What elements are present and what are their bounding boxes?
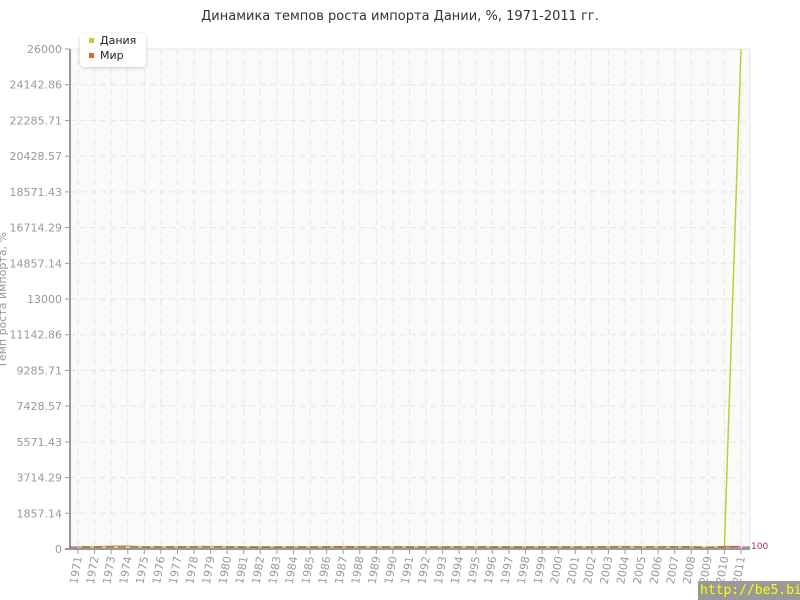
y-tick-label: 3714.29	[17, 472, 63, 485]
y-tick-label: 20428.57	[10, 150, 63, 163]
legend-swatch	[89, 38, 94, 43]
x-tick-label: 2008	[681, 555, 699, 585]
x-tick-label: 1982	[250, 555, 268, 585]
y-tick-label: 5571.43	[17, 436, 63, 449]
x-tick-label: 2001	[565, 555, 583, 585]
x-tick-label: 1996	[482, 555, 500, 585]
y-tick-label: 1857.14	[17, 507, 63, 520]
x-tick-label: 2011	[730, 555, 748, 585]
reference-line-label: 100	[751, 542, 768, 552]
x-tick-label: 1987	[332, 555, 350, 585]
x-tick-label: 2010	[714, 555, 732, 585]
chart-title: Динамика темпов роста импорта Дании, %, …	[201, 9, 599, 24]
x-tick-label: 1981	[233, 555, 251, 585]
y-tick-label: 7428.57	[17, 400, 63, 413]
x-tick-label: 1972	[84, 555, 102, 585]
legend-swatch	[89, 53, 94, 58]
x-tick-label: 2006	[647, 555, 665, 585]
x-tick-label: 1983	[266, 555, 284, 585]
y-tick-label: 9285.71	[17, 364, 63, 377]
x-tick-label: 2007	[664, 555, 682, 585]
x-tick-label: 1986	[316, 555, 334, 585]
x-tick-label: 1971	[67, 555, 85, 585]
x-tick-label: 1985	[299, 555, 317, 585]
x-tick-label: 1998	[515, 555, 533, 585]
y-tick-label: 26000	[27, 43, 62, 56]
x-tick-label: 1988	[349, 555, 367, 585]
legend: Дания Мир	[80, 33, 146, 67]
x-tick-label: 2009	[697, 555, 715, 585]
x-tick-label: 2005	[631, 555, 649, 585]
x-tick-label: 1994	[449, 555, 467, 585]
y-tick-label: 16714.29	[10, 222, 63, 235]
x-tick-label: 1989	[366, 555, 384, 585]
x-tick-label: 1992	[415, 555, 433, 585]
legend-label: Мир	[100, 49, 124, 62]
y-tick-label: 22285.71	[10, 114, 63, 127]
y-tick-label: 14857.14	[10, 257, 63, 270]
x-tick-label: 1997	[498, 555, 516, 585]
x-tick-label: 2003	[598, 555, 616, 585]
x-tick-label: 1977	[167, 555, 185, 585]
x-tick-label: 1993	[432, 555, 450, 585]
y-tick-label: 13000	[27, 293, 62, 306]
y-tick-label: 11142.86	[10, 329, 63, 342]
y-tick-label: 18571.43	[10, 186, 63, 199]
x-tick-label: 1978	[183, 555, 201, 585]
x-tick-label: 1991	[399, 555, 417, 585]
x-tick-label: 1999	[531, 555, 549, 585]
x-tick-label: 1984	[283, 555, 301, 585]
x-tick-label: 1974	[117, 555, 135, 585]
x-tick-label: 1990	[382, 555, 400, 585]
x-tick-label: 1980	[216, 555, 234, 585]
legend-item-world[interactable]: Мир	[80, 48, 146, 63]
x-tick-label: 2000	[548, 555, 566, 585]
x-tick-label: 1975	[134, 555, 152, 585]
x-tick-label: 2004	[614, 555, 632, 585]
x-tick-label: 1979	[200, 555, 218, 585]
x-tick-label: 1973	[100, 555, 118, 585]
y-tick-label: 24142.86	[10, 79, 63, 92]
x-tick-label: 1995	[465, 555, 483, 585]
x-tick-label: 2002	[581, 555, 599, 585]
legend-label: Дания	[100, 34, 137, 47]
x-tick-label: 1976	[150, 555, 168, 585]
y-tick-label: 0	[55, 543, 62, 556]
legend-item-denmark[interactable]: Дания	[80, 33, 146, 48]
y-axis-label: Темп роста импорта, %	[0, 232, 9, 369]
watermark-link[interactable]: http://be5.biz/	[698, 581, 800, 600]
